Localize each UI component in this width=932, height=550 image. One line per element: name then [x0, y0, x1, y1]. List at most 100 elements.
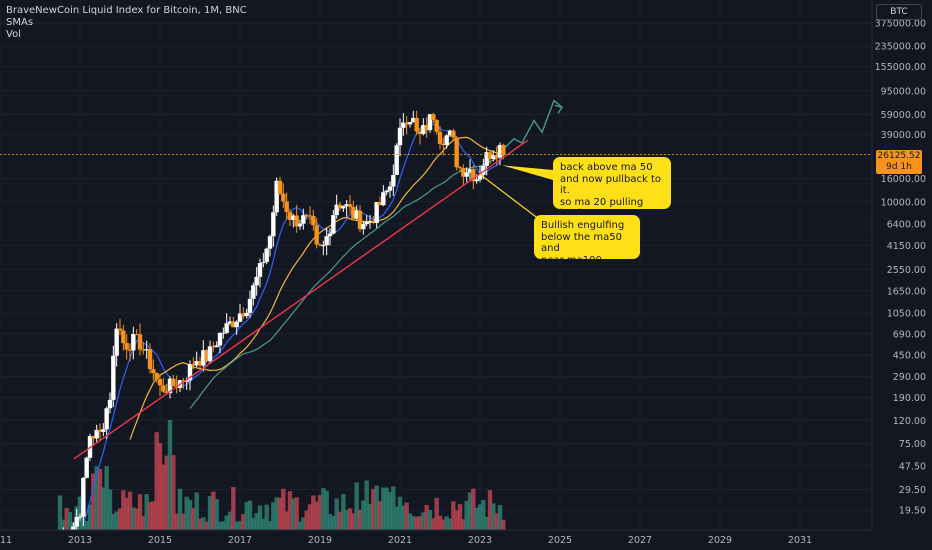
candle-body — [84, 457, 89, 478]
price-tick-label: 690.00 — [893, 329, 926, 340]
candle-body — [261, 262, 266, 264]
candle-body — [101, 429, 106, 432]
price-axis[interactable]: 375000.00 235000.00 155000.00 95000.00 59000… — [875, 19, 926, 517]
time-tick-label: 2029 — [708, 535, 732, 546]
volume-bar — [287, 491, 293, 530]
volume-bar — [307, 504, 313, 530]
volume-bar — [347, 508, 353, 530]
volume-bar — [247, 500, 253, 530]
candle-body — [334, 204, 339, 216]
candle-body — [407, 122, 413, 125]
volume-bar — [454, 510, 459, 530]
candle-body — [414, 117, 419, 132]
volume-bar — [221, 521, 226, 530]
trendline[interactable] — [73, 139, 529, 460]
volume-bar — [177, 488, 183, 530]
volume-bar — [157, 443, 163, 530]
volume-bar — [131, 507, 136, 530]
volume-bar — [144, 494, 149, 530]
candle-body — [397, 127, 403, 146]
candle-body — [111, 355, 116, 400]
candle-body — [187, 363, 193, 381]
indicator-smas-label[interactable]: SMAs — [6, 17, 34, 28]
annotation-pointer — [502, 165, 553, 180]
volume-bar — [291, 498, 296, 530]
candle-body — [267, 236, 273, 249]
candle-body — [501, 144, 506, 155]
time-axis[interactable]: 11 2013 2015 2017 2019 2021 2023 2025 2027 2029 20… — [0, 535, 812, 546]
volume-bar — [481, 499, 486, 530]
projection-arrowhead — [554, 104, 564, 114]
candle-body — [324, 236, 329, 246]
volume-bar — [391, 486, 396, 530]
volume-bar — [191, 508, 196, 530]
volume-bar — [377, 501, 383, 530]
volume-bar — [401, 505, 406, 530]
volume-bar — [61, 519, 66, 530]
candle-body — [254, 276, 259, 286]
candle-body — [211, 346, 216, 348]
price-tick-label: 95000.00 — [881, 86, 926, 97]
annotation-note-ma50[interactable]: back above ma 50 and now pullback to it.… — [553, 157, 671, 231]
projection-path[interactable] — [504, 99, 563, 149]
candle-body — [114, 328, 119, 356]
volume-bar — [77, 496, 83, 530]
candle-body — [157, 379, 163, 386]
price-tick-label: 235000.00 — [875, 42, 926, 53]
volume-bar — [57, 495, 63, 530]
volume-bar — [451, 501, 456, 530]
volume-bar — [261, 518, 266, 530]
candle-body — [464, 172, 469, 177]
candle-body — [454, 137, 459, 168]
volume-bar — [344, 510, 349, 530]
volume-bar — [411, 516, 416, 530]
volume-bar — [341, 494, 346, 530]
indicator-vol-label[interactable]: Vol — [6, 29, 21, 40]
candle-body — [374, 202, 379, 223]
candle-body — [361, 224, 366, 230]
candle-body — [81, 477, 86, 517]
annotation-note-engulfing[interactable]: Bullish engulfing below the ma50 and nea… — [534, 215, 640, 266]
candle-body — [457, 167, 463, 169]
time-tick-label: 2017 — [228, 535, 252, 546]
price-tick-label: 1050.00 — [887, 309, 926, 320]
volume-bar — [444, 516, 449, 530]
candle-body — [427, 114, 433, 131]
candle-body — [234, 321, 239, 328]
volume-bar — [137, 494, 143, 530]
volume-bar — [484, 516, 489, 530]
candle-body — [164, 391, 169, 394]
price-tick-label: 290.00 — [893, 372, 926, 383]
volume-bar — [437, 515, 443, 530]
volume-bar — [331, 515, 336, 530]
grid — [0, 0, 872, 530]
candle-body — [434, 119, 439, 132]
volume-bar — [107, 489, 113, 530]
price-tick-label: 16000.00 — [881, 174, 926, 185]
time-tick-label: 2015 — [148, 535, 172, 546]
candle-body — [437, 131, 443, 144]
volume-bar — [114, 511, 119, 530]
candle-body — [271, 212, 276, 237]
volume-bar — [244, 502, 249, 530]
candle-body — [384, 190, 389, 193]
volume-bar — [117, 508, 123, 530]
currency-badge[interactable]: BTC — [876, 4, 922, 20]
price-tick-label: 6400.00 — [887, 219, 926, 230]
volume-bar — [171, 455, 176, 530]
volume-bar — [94, 466, 99, 530]
time-tick-label: 11 — [0, 535, 12, 546]
candle-body — [364, 221, 369, 225]
volume-bar — [364, 480, 369, 530]
volume-bar — [214, 499, 219, 530]
candle-body — [257, 263, 263, 277]
candle-body — [127, 349, 133, 351]
candle-body — [277, 180, 283, 194]
volume-bar — [111, 513, 116, 530]
volume-bar — [414, 516, 419, 530]
candle-body — [344, 204, 349, 207]
volume-bar — [354, 482, 359, 530]
candle-body — [487, 152, 493, 159]
price-tick-label: 47.50 — [899, 462, 926, 473]
